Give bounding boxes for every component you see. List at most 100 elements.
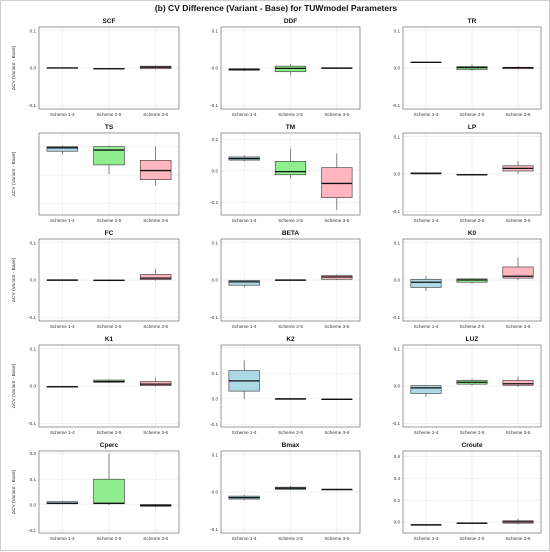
panel-title-fc: FC [105,230,114,237]
ytick-label-scf-1: 0.0 [30,66,37,71]
ytick-label-cperc-2: 0.1 [30,477,37,482]
ytick-label-bmax-2: 0.1 [212,452,219,457]
ytick-label-ddf-2: 0.1 [212,28,219,33]
box-ts-scheme-1-4 [46,146,79,152]
panel-ddf: DDF -0.1 0.0 0.1 Scheme 1-4 Scheme 2-5 Scheme … [210,18,361,117]
ytick-label-bmax-1: 0.0 [212,490,219,495]
xtick-label-cperc-scheme-1-4: Scheme 1-4 [50,536,75,541]
panel-frame-tm [220,132,361,216]
ytick-label-beta-1: 0.0 [212,278,219,283]
ytick-label-k2-0: -0.1 [210,422,218,427]
panel-title-cperc: Cperc [100,442,119,449]
panel-title-tr: TR [468,18,477,25]
xtick-label-lp-scheme-1-4: Scheme 1-4 [414,218,439,223]
ytick-label-k1-0: -0.1 [28,421,36,426]
xtick-label-scf-scheme-3-6: Scheme 3-6 [143,112,168,117]
xtick-label-scf-scheme-1-4: Scheme 1-4 [50,112,75,117]
panel-frame-lp [402,132,542,216]
xtick-label-ts-scheme-3-6: Scheme 3-6 [143,218,168,223]
panel-k0: K0 -0.1 0.0 0.1 Scheme 1-4 Scheme 2-5 Scheme 3… [392,230,542,329]
xtick-label-k0-scheme-2-5: Scheme 2-5 [460,324,485,329]
ytick-label-cperc-3: 0.2 [30,451,37,456]
box-luz-scheme-1-4 [410,385,442,394]
panel-frame-k2 [220,344,361,428]
xtick-label-tm-scheme-3-6: Scheme 3-6 [324,218,349,223]
xtick-label-croute-scheme-1-4: Scheme 1-4 [414,536,439,541]
ytick-label-tm-0: -0.2 [210,200,218,205]
figure-title: (b) CV Difference (Variant - Base) for T… [154,3,398,13]
ytick-label-fc-2: 0.1 [30,240,37,245]
ytick-label-luz-1: 0.0 [394,384,401,389]
panel-title-luz: LUZ [466,336,479,343]
ytick-label-beta-2: 0.1 [212,240,219,245]
ytick-label-luz-2: 0.1 [394,346,401,351]
panel-frame-bmax [220,450,361,534]
ytick-label-k0-0: -0.1 [392,315,400,320]
panel-title-ddf: DDF [284,18,297,25]
ytick-label-lp-2: 0.1 [394,134,401,139]
panel-frame-ts [38,132,180,216]
xtick-label-k2-scheme-3-6: Scheme 3-6 [324,430,349,435]
ytick-label-croute-1: 0.2 [394,498,401,503]
panel-frame-cperc [38,450,180,534]
xtick-label-k1-scheme-2-5: Scheme 2-5 [97,430,122,435]
xtick-label-k2-scheme-2-5: Scheme 2-5 [278,430,303,435]
xtick-label-scf-scheme-2-5: Scheme 2-5 [97,112,122,117]
ytick-label-k1-1: 0.0 [30,384,37,389]
panel-k2: K2 -0.1 0.0 0.1 Scheme 1-4 Scheme 2-5 Scheme 3… [210,336,361,435]
ytick-label-tr-1: 0.0 [394,66,401,71]
xtick-label-croute-scheme-2-5: Scheme 2-5 [460,536,485,541]
panel-frame-ddf [220,26,361,110]
panel-frame-luz [402,344,542,428]
panel-lp: LP -0.1 0.0 0.1 Scheme 1-4 Scheme 2-5 Scheme 3… [392,124,542,223]
panel-title-k1: K1 [105,336,114,343]
panel-frame-tr [402,26,542,110]
xtick-label-tr-scheme-3-6: Scheme 3-6 [506,112,531,117]
panel-scf: SCF -0.1 0.0 0.1 ΔCV (Variant - Base) Scheme … [11,18,180,117]
ytick-label-k2-2: 0.1 [212,371,219,376]
box-k0-scheme-3-6 [502,266,534,279]
box-tm-scheme-3-6 [321,167,353,198]
ytick-label-ddf-1: 0.0 [212,66,219,71]
xtick-label-cperc-scheme-3-6: Scheme 3-6 [143,536,168,541]
xtick-label-ts-scheme-1-4: Scheme 1-4 [50,218,75,223]
ytick-label-k2-1: 0.0 [212,396,219,401]
ytick-label-luz-0: -0.1 [392,421,400,426]
y-axis-label-cperc: ΔCV (Variant - Base) [11,469,17,514]
xtick-label-bmax-scheme-2-5: Scheme 2-5 [278,536,303,541]
xtick-label-fc-scheme-3-6: Scheme 3-6 [143,324,168,329]
ytick-label-tr-2: 0.1 [394,28,401,33]
xtick-label-ddf-scheme-1-4: Scheme 1-4 [232,112,257,117]
ytick-label-beta-0: -0.1 [210,315,218,320]
xtick-label-bmax-scheme-3-6: Scheme 3-6 [324,536,349,541]
panel-title-scf: SCF [103,18,116,25]
ytick-label-croute-2: 0.4 [394,476,401,481]
xtick-label-fc-scheme-2-5: Scheme 2-5 [97,324,122,329]
ytick-label-lp-1: 0.0 [394,172,401,177]
panel-croute: Croute 0.0 0.2 0.4 0.6 Scheme 1-4 Scheme 2-5 Sc… [394,442,542,541]
xtick-label-tm-scheme-1-4: Scheme 1-4 [232,218,257,223]
panel-tm: TM -0.2 0.0 0.2 Scheme 1-4 Scheme 2-5 Scheme 3… [210,124,361,223]
y-axis-label-scf: ΔCV (Variant - Base) [11,45,17,90]
panel-k1: K1 -0.1 0.0 0.1 ΔCV (Variant - Base) Scheme 1… [11,336,180,435]
xtick-label-tr-scheme-1-4: Scheme 1-4 [414,112,439,117]
box-k0-scheme-1-4 [410,278,442,288]
ytick-label-k0-1: 0.0 [394,278,401,283]
xtick-label-lp-scheme-3-6: Scheme 3-6 [506,218,531,223]
box-tm-scheme-2-5 [274,161,307,176]
ytick-label-fc-1: 0.0 [30,278,37,283]
panel-title-bmax: Bmax [282,442,300,449]
box-luz-scheme-3-6 [502,380,534,386]
ytick-label-croute-3: 0.6 [394,454,401,459]
ytick-label-tm-2: 0.2 [212,137,219,142]
y-axis-label-fc: ΔCV (Variant - Base) [11,257,17,302]
xtick-label-bmax-scheme-1-4: Scheme 1-4 [232,536,257,541]
xtick-label-k0-scheme-1-4: Scheme 1-4 [414,324,439,329]
panel-title-ts: TS [105,124,114,131]
xtick-label-ddf-scheme-2-5: Scheme 2-5 [278,112,303,117]
xtick-label-fc-scheme-1-4: Scheme 1-4 [50,324,75,329]
panel-frame-beta [220,238,361,322]
panel-frame-croute [402,450,542,534]
xtick-label-luz-scheme-3-6: Scheme 3-6 [506,430,531,435]
